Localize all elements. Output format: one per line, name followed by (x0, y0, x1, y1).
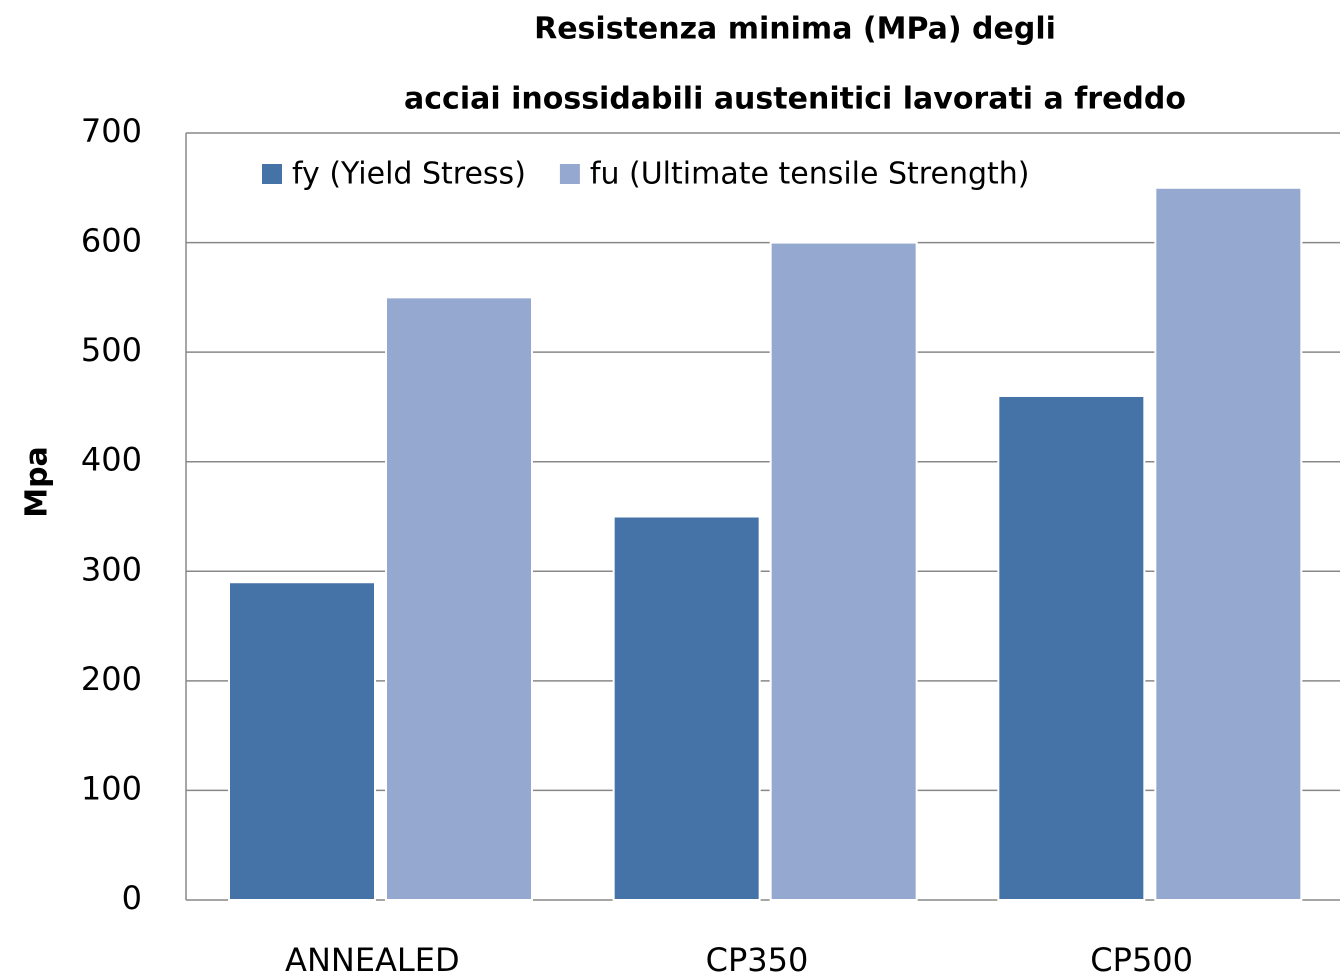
x-tick-label: ANNEALED (285, 941, 460, 979)
chart-title: acciai inossidabili austenitici lavorati… (404, 82, 1186, 117)
y-tick-label: 0 (122, 879, 142, 917)
bar (997, 394, 1146, 901)
bar (385, 296, 533, 902)
x-tick-label: CP350 (706, 941, 809, 979)
y-tick-label: 400 (81, 441, 142, 479)
legend-swatch (559, 164, 580, 184)
legend-label: fy (Yield Stress) (292, 157, 526, 192)
bar (612, 515, 761, 901)
y-tick-label: 600 (81, 222, 142, 260)
y-tick-label: 200 (81, 660, 142, 698)
y-tick-label: 300 (81, 550, 142, 588)
chart-title: Resistenza minima (MPa) degli (534, 12, 1056, 47)
y-tick-label: 500 (81, 331, 142, 369)
bar (769, 241, 918, 902)
legend-label: fu (Ultimate tensile Strength) (590, 157, 1030, 192)
bar (228, 581, 376, 901)
legend-swatch (262, 164, 282, 184)
x-tick-label: CP500 (1090, 941, 1193, 979)
y-tick-label: 700 (81, 112, 142, 150)
y-tick-label: 100 (81, 769, 142, 807)
y-axis-label: Mpa (20, 446, 55, 518)
bar (1154, 186, 1303, 902)
